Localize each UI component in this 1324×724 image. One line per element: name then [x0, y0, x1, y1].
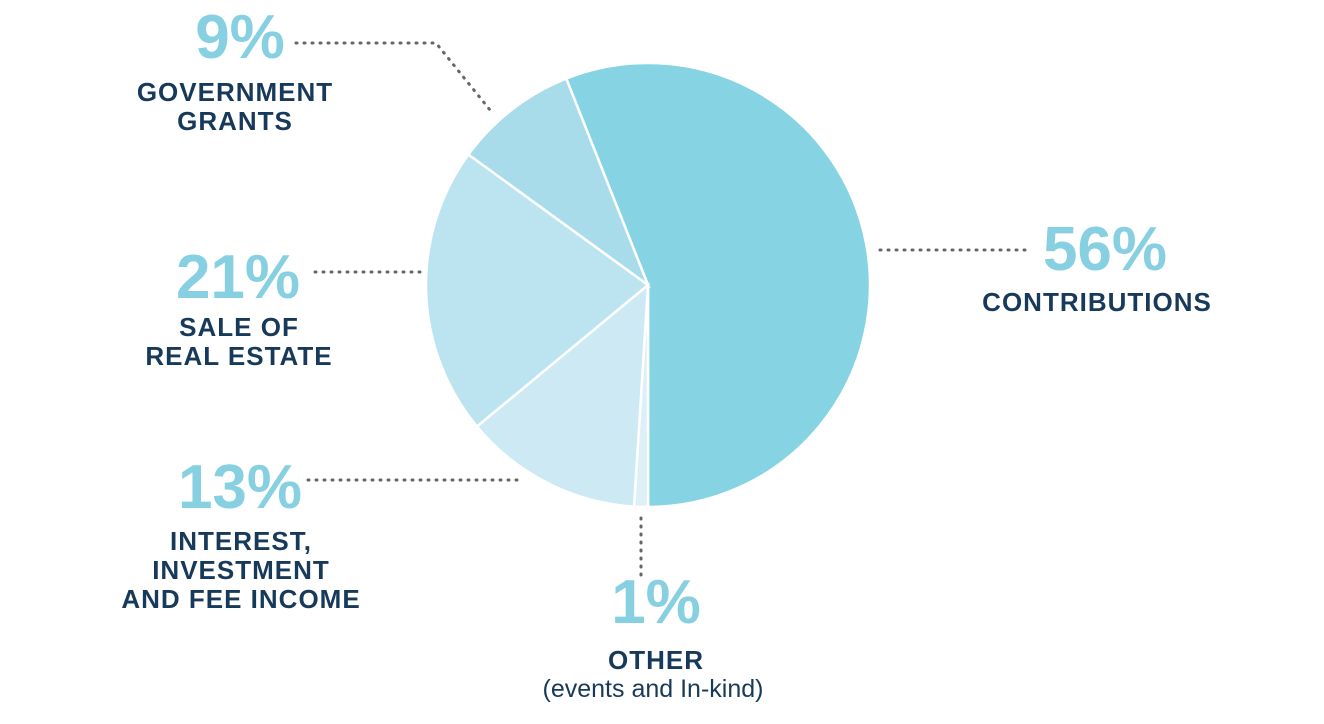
- category-label: GOVERNMENT GRANTS: [136, 77, 334, 136]
- leader-lines: [294, 41, 1032, 577]
- leader-line: [294, 41, 492, 112]
- annotation: (events and In-kind): [542, 675, 764, 703]
- pie-slice: [424, 152, 651, 429]
- value-label: 1%: [611, 568, 701, 637]
- category-label: OTHER: [608, 645, 704, 675]
- pie-slice: [466, 76, 651, 289]
- value-label: 13%: [177, 453, 303, 522]
- value-label: 56%: [1042, 215, 1168, 284]
- value-label: 21%: [175, 243, 301, 312]
- value-label: 9%: [195, 3, 285, 72]
- category-label: CONTRIBUTIONS: [982, 287, 1212, 317]
- category-label: INTEREST, INVESTMENT AND FEE INCOME: [121, 526, 361, 614]
- pie-slice: [475, 282, 650, 508]
- pie-slice: [564, 61, 872, 509]
- category-label: SALE OF REAL ESTATE: [145, 312, 333, 371]
